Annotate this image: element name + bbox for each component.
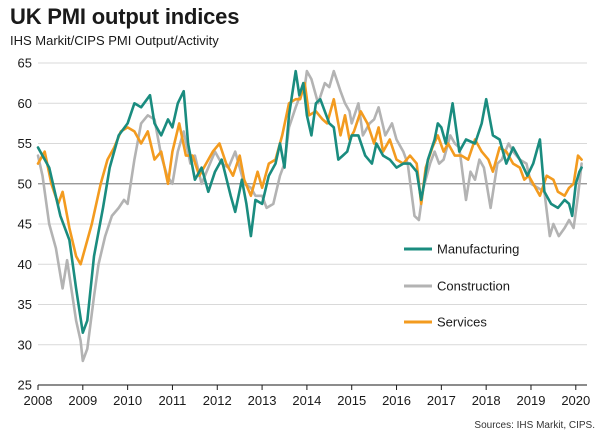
- x-tick-label-2018: 2018: [472, 393, 501, 408]
- x-tick-label-2019: 2019: [517, 393, 546, 408]
- x-tick-label-2016: 2016: [382, 393, 411, 408]
- y-tick-label-55: 55: [18, 136, 32, 151]
- x-tick-label-2009: 2009: [68, 393, 97, 408]
- legend-label-manufacturing: Manufacturing: [437, 242, 519, 257]
- y-tick-label-25: 25: [18, 378, 32, 393]
- legend-label-services: Services: [437, 315, 487, 330]
- x-tick-label-2015: 2015: [337, 393, 366, 408]
- chart-subtitle: IHS Markit/CIPS PMI Output/Activity: [10, 33, 219, 48]
- x-tick-label-2011: 2011: [158, 393, 186, 408]
- x-tick-label-2020: 2020: [561, 393, 590, 408]
- y-tick-label-35: 35: [18, 297, 32, 312]
- x-tick-label-2012: 2012: [203, 393, 232, 408]
- chart-title: UK PMI output indices: [10, 4, 240, 29]
- x-tick-label-2013: 2013: [248, 393, 277, 408]
- x-tick-label-2010: 2010: [113, 393, 142, 408]
- y-tick-label-30: 30: [18, 337, 32, 352]
- legend-label-construction: Construction: [437, 279, 510, 294]
- y-tick-label-40: 40: [18, 257, 32, 272]
- y-tick-label-45: 45: [18, 217, 32, 232]
- x-tick-label-2017: 2017: [427, 393, 456, 408]
- y-tick-label-50: 50: [18, 176, 32, 191]
- series-line-manufacturing: [36, 69, 583, 334]
- y-tick-label-65: 65: [18, 56, 32, 71]
- series-line-construction: [36, 69, 583, 363]
- series-line-services: [36, 81, 583, 266]
- source-note: Sources: IHS Markit, CIPS.: [474, 420, 595, 431]
- y-tick-label-60: 60: [18, 96, 32, 111]
- x-tick-label-2014: 2014: [292, 393, 321, 408]
- x-tick-label-2008: 2008: [24, 393, 53, 408]
